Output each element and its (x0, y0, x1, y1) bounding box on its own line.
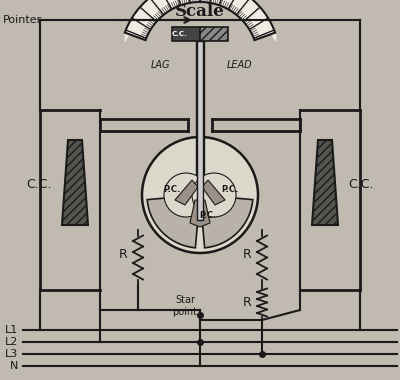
Bar (200, 27, 228, 41)
Text: P.C.: P.C. (199, 211, 217, 220)
Polygon shape (125, 0, 275, 40)
Text: P.C.: P.C. (163, 185, 181, 195)
Bar (196, 41, 204, 220)
Bar (172, 27, 200, 41)
Text: Pointer: Pointer (3, 15, 42, 25)
Text: LEAD: LEAD (227, 60, 253, 70)
Polygon shape (202, 180, 225, 205)
Text: L2: L2 (5, 337, 18, 347)
Text: Scale: Scale (175, 3, 225, 20)
Text: C.C.: C.C. (172, 31, 188, 37)
Polygon shape (62, 140, 88, 225)
Circle shape (192, 173, 236, 217)
Text: L3: L3 (5, 349, 18, 359)
Wedge shape (147, 195, 200, 248)
Polygon shape (312, 140, 338, 225)
Bar (197, 41, 203, 220)
Polygon shape (175, 180, 198, 205)
Circle shape (164, 173, 208, 217)
Text: R: R (119, 249, 128, 261)
Text: LAG: LAG (150, 60, 170, 70)
Text: L1: L1 (5, 325, 18, 335)
Text: P.C.: P.C. (221, 185, 239, 195)
Text: R: R (243, 249, 252, 261)
Text: Star
point: Star point (172, 295, 198, 317)
Wedge shape (200, 195, 253, 248)
Text: C.C.: C.C. (348, 179, 374, 192)
Text: N: N (10, 361, 18, 371)
Polygon shape (190, 200, 210, 227)
Circle shape (142, 137, 258, 253)
Text: C.C.: C.C. (26, 179, 52, 192)
Text: R: R (243, 296, 252, 309)
